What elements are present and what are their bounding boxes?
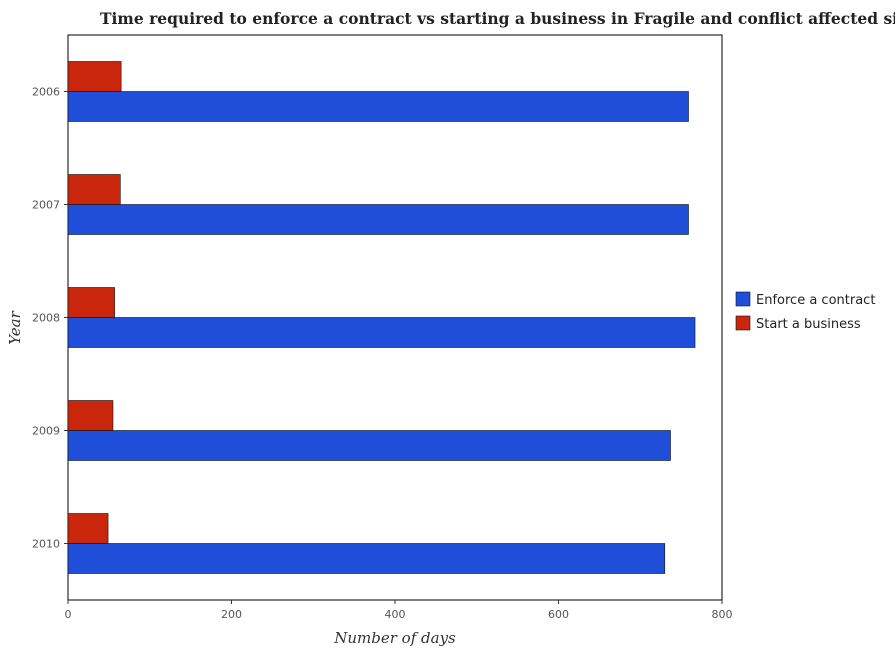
bar-enforce-contract-2007 <box>67 204 689 235</box>
bar-start-business-2006 <box>67 61 122 92</box>
bar-start-business-2010 <box>67 513 109 544</box>
x-tick-label-200: 200 <box>221 608 242 621</box>
y-tick-label-2007: 2007 <box>32 199 60 212</box>
bar-start-business-2009 <box>67 400 114 431</box>
bar-enforce-contract-2008 <box>67 317 696 348</box>
y-tick-label-2008: 2008 <box>32 312 60 325</box>
legend-swatch-start-business <box>735 315 751 331</box>
y-tick-label-2006: 2006 <box>32 86 60 99</box>
x-tick-label-400: 400 <box>385 608 406 621</box>
legend-swatch-enforce-contract <box>735 291 751 307</box>
legend-label-start-business: Start a business <box>756 317 861 332</box>
y-tick-label-2010: 2010 <box>32 538 60 551</box>
bar-start-business-2008 <box>67 287 115 318</box>
x-axis-label: Number of days <box>333 629 456 647</box>
bar-enforce-contract-2006 <box>67 91 689 122</box>
x-tick-label-0: 0 <box>65 608 72 621</box>
x-tick-label-800: 800 <box>712 608 733 621</box>
bar-start-business-2007 <box>67 174 121 205</box>
legend: Enforce a contract Start a business <box>735 291 875 332</box>
y-axis-label: Year <box>6 310 24 344</box>
plot-area: 2006 2007 2008 2009 2010 0 200 400 600 800 <box>32 34 733 621</box>
y-tick-label-2009: 2009 <box>32 425 60 438</box>
bar-enforce-contract-2009 <box>67 430 671 461</box>
x-tick-label-600: 600 <box>548 608 569 621</box>
legend-label-enforce-contract: Enforce a contract <box>756 293 875 308</box>
chart-title: Time required to enforce a contract vs s… <box>100 9 895 28</box>
bar-enforce-contract-2010 <box>67 543 666 574</box>
